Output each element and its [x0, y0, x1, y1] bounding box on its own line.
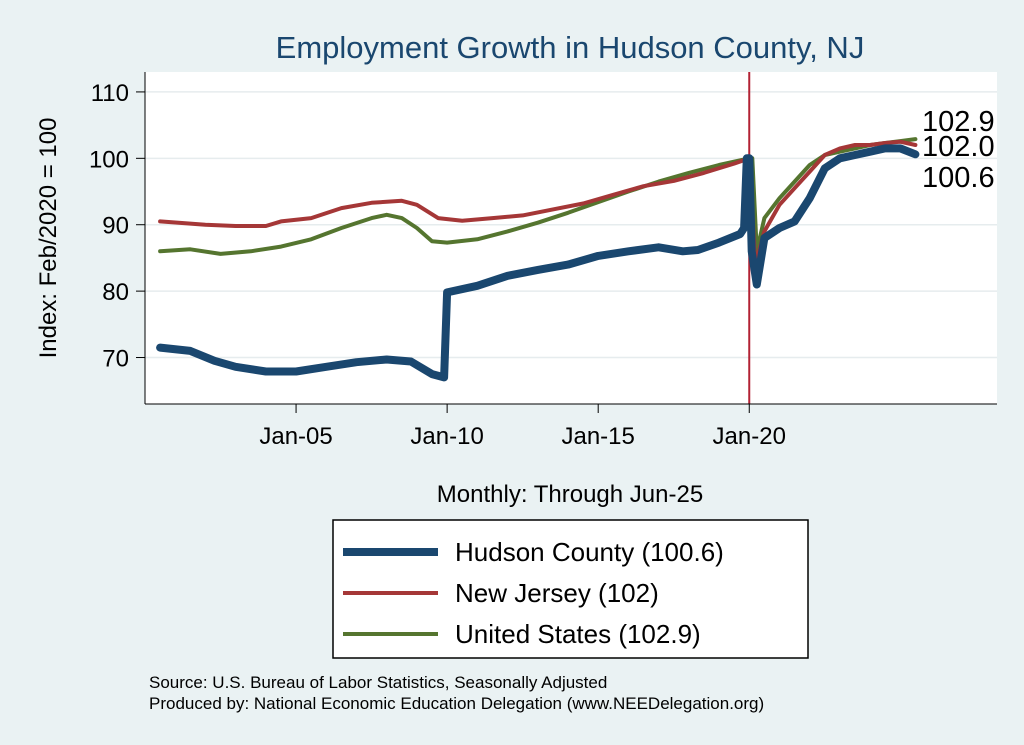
- end-label-new-jersey: 102.0: [922, 131, 995, 163]
- gridlines: [145, 91, 997, 359]
- y-tick-label: 90: [102, 213, 129, 240]
- series-line-hudson-county: [156, 144, 920, 382]
- end-label-united-states: 102.9: [922, 106, 995, 138]
- chart-title: Employment Growth in Hudson County, NJ: [276, 30, 865, 65]
- source-note: Source: U.S. Bureau of Labor Statistics,…: [149, 673, 607, 692]
- legend-label: Hudson County (100.6): [455, 537, 724, 567]
- x-tick-label: Jan-05: [259, 423, 332, 450]
- y-tick-label: 100: [89, 146, 129, 173]
- x-tick-label: Jan-20: [713, 423, 786, 450]
- legend-entries: Hudson County (100.6) New Jersey (102) Uni…: [343, 537, 724, 649]
- producer-note: Produced by: National Economic Education…: [149, 694, 764, 713]
- plot-area: [145, 72, 997, 404]
- y-axis-ticks: 70 80 90 100 110: [89, 80, 145, 373]
- x-tick-label: Jan-15: [561, 423, 634, 450]
- end-label-hudson-county: 100.6: [922, 162, 995, 194]
- x-axis-title: Monthly: Through Jun-25: [437, 481, 703, 508]
- x-axis-ticks: Jan-05 Jan-10 Jan-15 Jan-20: [259, 404, 786, 450]
- y-axis-title: Index: Feb/2020 = 100: [35, 118, 62, 359]
- x-tick-label: Jan-10: [410, 423, 483, 450]
- series-line-new-jersey: [158, 139, 918, 267]
- y-tick-label: 110: [91, 80, 129, 107]
- legend-label: New Jersey (102): [455, 578, 659, 608]
- y-tick-label: 80: [102, 279, 129, 306]
- legend: Hudson County (100.6) New Jersey (102) Uni…: [332, 519, 809, 659]
- legend-label: United States (102.9): [455, 619, 701, 649]
- y-tick-label: 70: [102, 346, 129, 373]
- series-lines: [156, 137, 920, 382]
